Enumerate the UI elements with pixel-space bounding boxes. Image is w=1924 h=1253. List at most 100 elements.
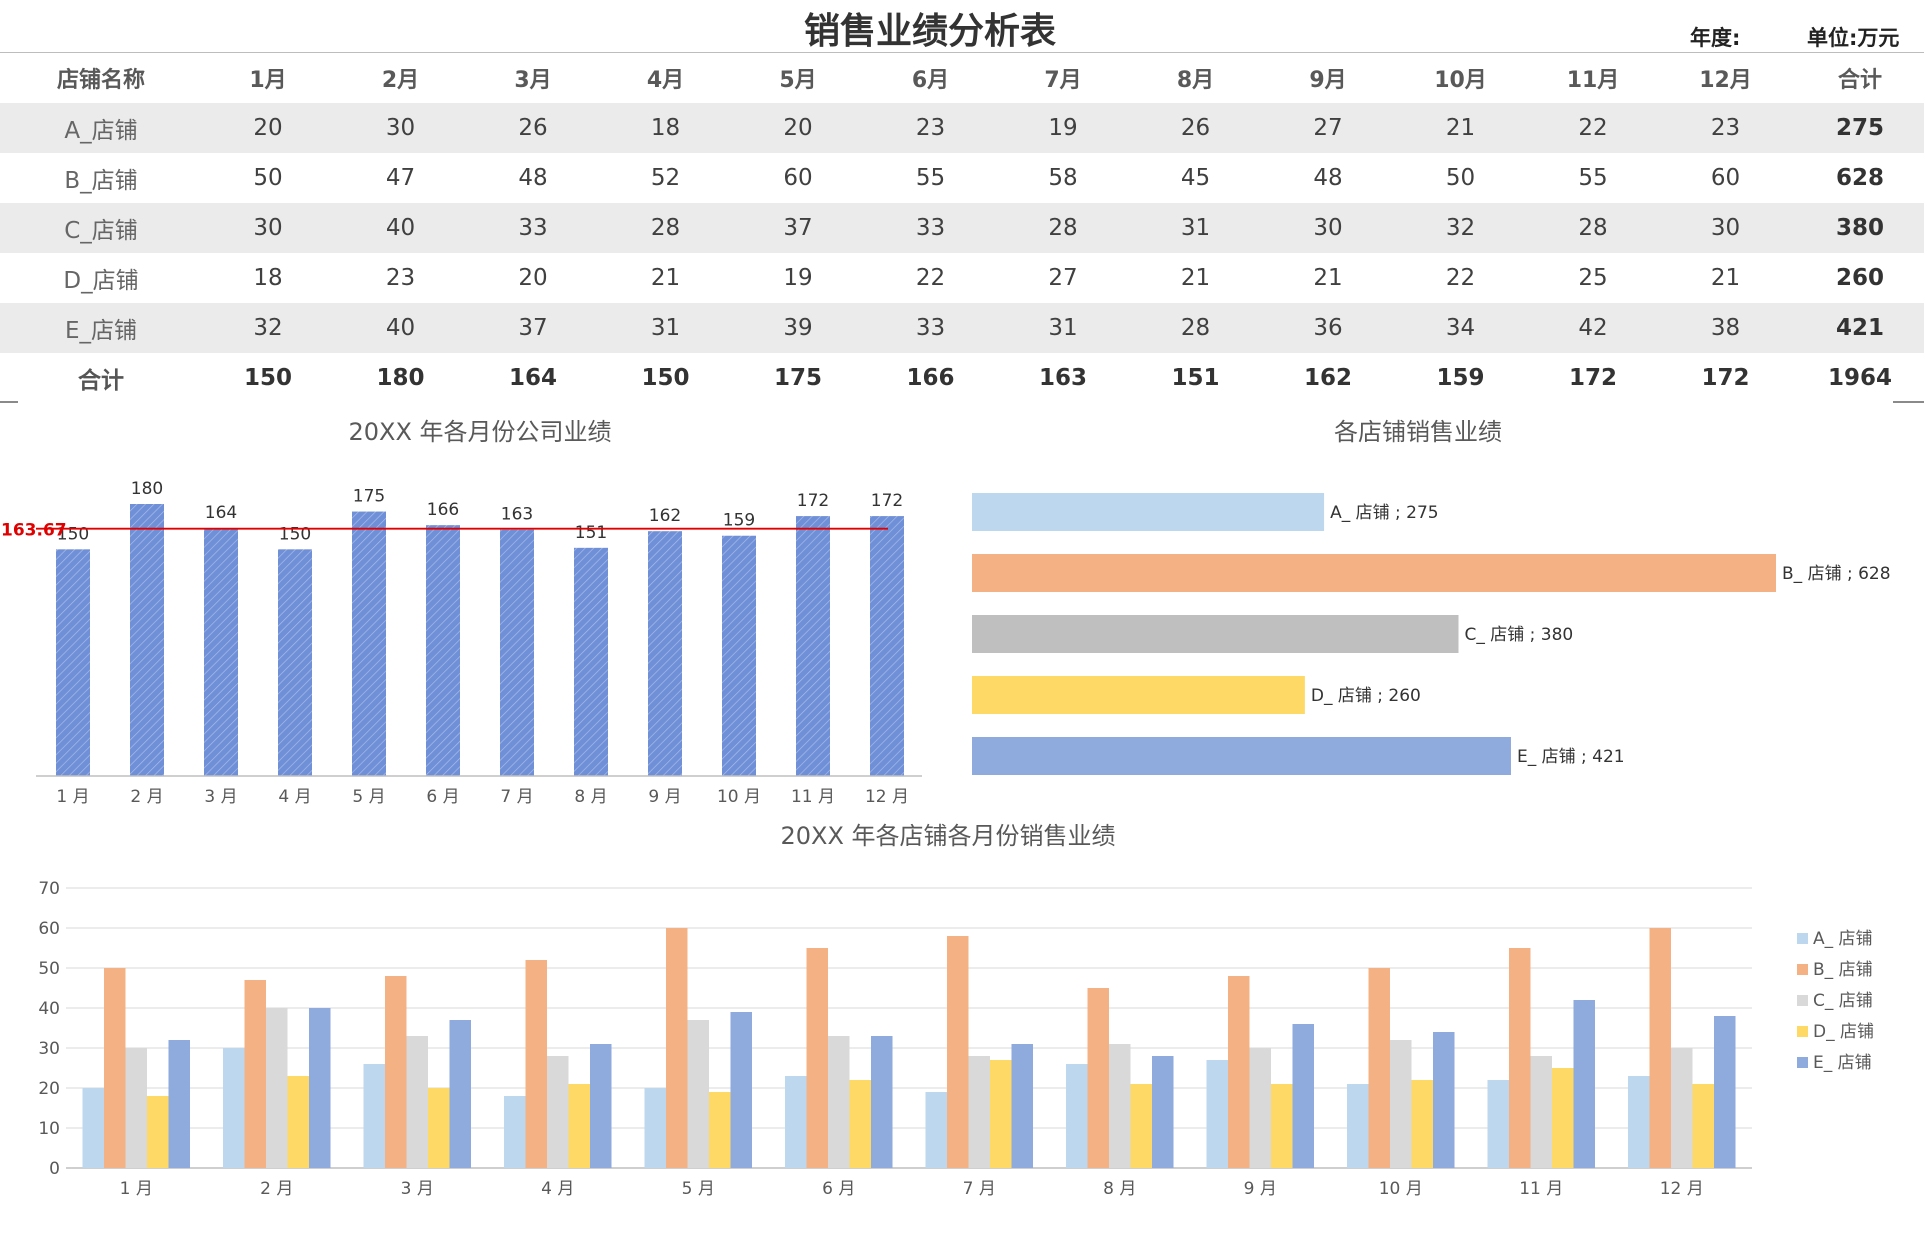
value-cell: 28 [599, 203, 732, 253]
x-tick-label: 7 月 [500, 787, 533, 807]
x-tick-label: 12 月 [1660, 1179, 1704, 1199]
bar [1249, 1048, 1271, 1168]
value-cell: 42 [1527, 303, 1659, 353]
bar [500, 529, 534, 776]
bar [449, 1020, 471, 1168]
data-label: A_ 店铺 ; 275 [1330, 503, 1439, 523]
bar [972, 615, 1459, 653]
bar [871, 1036, 893, 1168]
bar [870, 516, 904, 776]
bar [1228, 976, 1250, 1168]
x-tick-label: 3 月 [401, 1179, 434, 1199]
value-cell: 20 [518, 265, 548, 291]
bar [1271, 1084, 1293, 1168]
x-tick-label: 5 月 [352, 787, 385, 807]
value-cell: 21 [1394, 103, 1527, 153]
data-label: B_ 店铺 ; 628 [1782, 564, 1891, 584]
value-cell: 20 [732, 103, 864, 153]
table-corner-right [1893, 401, 1924, 403]
column-header: 合计 [1792, 52, 1924, 103]
y-tick-label: 0 [49, 1159, 60, 1179]
value-cell: 55 [915, 165, 946, 191]
x-tick-label: 5 月 [682, 1179, 715, 1199]
x-tick-label: 10 月 [1379, 1179, 1423, 1199]
data-label: 162 [649, 506, 681, 526]
bar [525, 960, 547, 1168]
month-total-cell: 150 [243, 365, 292, 391]
table-corner-left [0, 401, 18, 403]
data-label: 159 [723, 511, 755, 531]
legend-label: E_ 店铺 [1813, 1053, 1872, 1073]
value-cell: 33 [864, 203, 997, 253]
column-header: 1月 [202, 52, 334, 103]
bar [1066, 1064, 1088, 1168]
bar [1011, 1044, 1033, 1168]
bar [1433, 1032, 1455, 1168]
value-cell: 45 [1180, 165, 1211, 191]
value-cell: 22 [1445, 265, 1476, 291]
value-cell: 18 [253, 265, 283, 291]
bar [1671, 1048, 1693, 1168]
data-label: 150 [279, 524, 311, 544]
store-performance-chart: 各店铺销售业绩 A_ 店铺 ; 275 B_ 店铺 ; 628 C_ 店铺 ; 380… [972, 418, 1891, 775]
store-name-cell: C_店铺 [0, 203, 202, 253]
value-cell: 31 [599, 303, 732, 353]
value-cell: 21 [1710, 265, 1741, 291]
y-tick-label: 50 [38, 959, 60, 979]
bar [687, 1020, 709, 1168]
value-cell: 26 [1129, 103, 1262, 153]
bar [968, 1056, 990, 1168]
bar [806, 948, 828, 1168]
value-cell: 60 [1710, 165, 1741, 191]
bar [426, 525, 460, 776]
value-cell: 28 [997, 203, 1129, 253]
column-header: 2月 [334, 52, 467, 103]
value-cell: 19 [783, 265, 813, 291]
bar [504, 1096, 526, 1168]
legend-label: D_ 店铺 [1813, 1022, 1874, 1042]
legend-label: B_ 店铺 [1813, 960, 1873, 980]
month-total-cell: 180 [376, 365, 425, 391]
column-header: 7月 [997, 52, 1129, 103]
value-cell: 26 [467, 103, 599, 153]
bar [204, 528, 238, 776]
y-tick-label: 30 [38, 1039, 60, 1059]
x-tick-label: 12 月 [865, 787, 909, 807]
value-cell: 48 [518, 165, 548, 191]
month-total-cell: 166 [906, 365, 955, 391]
value-cell: 50 [1445, 165, 1476, 191]
x-tick-label: 1 月 [56, 787, 89, 807]
bar [1649, 928, 1671, 1168]
y-tick-label: 10 [38, 1119, 60, 1139]
x-tick-label: 3 月 [204, 787, 237, 807]
bar [1206, 1060, 1228, 1168]
x-tick-label: 6 月 [426, 787, 459, 807]
month-total-cell: 172 [1701, 365, 1750, 391]
bar [925, 1092, 947, 1168]
row-total-cell: 421 [1792, 303, 1924, 353]
bar [147, 1096, 169, 1168]
x-tick-label: 2 月 [130, 787, 163, 807]
table-row: A_店铺 20 30 26 18 20 23 19 26 27 21 22 23 275 [0, 103, 1924, 153]
table-row: B_店铺 50 47 48 52 60 55 58 45 48 50 55 60 628 [0, 153, 1924, 203]
bar [130, 504, 164, 776]
value-cell: 37 [732, 203, 864, 253]
bar [1087, 988, 1109, 1168]
x-tick-label: 8 月 [1103, 1179, 1136, 1199]
value-cell: 40 [334, 303, 467, 353]
bar [385, 976, 407, 1168]
data-label: 166 [427, 500, 459, 520]
unit-label: 单位:万元 [1807, 26, 1900, 50]
store-name-cell: A_店铺 [0, 103, 202, 153]
data-label: 180 [131, 479, 163, 499]
bar [648, 531, 682, 776]
y-tick-label: 60 [38, 919, 60, 939]
row-total-cell: 380 [1792, 203, 1924, 253]
month-total-cell: 172 [1568, 365, 1617, 391]
value-cell: 23 [1659, 103, 1792, 153]
value-cell: 21 [1313, 265, 1343, 291]
bar [1573, 1000, 1595, 1168]
chart-title: 各店铺销售业绩 [1334, 418, 1502, 446]
bar [82, 1088, 104, 1168]
legend-swatch [1797, 995, 1808, 1006]
